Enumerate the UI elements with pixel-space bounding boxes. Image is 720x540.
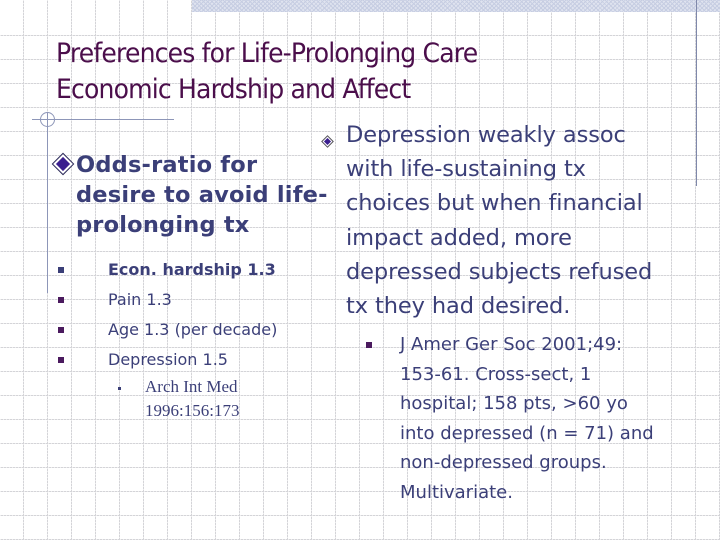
reference-line-1: J Amer Ger Soc 2001;49:: [400, 334, 623, 355]
odds-heading-line-3: prolonging tx: [76, 212, 250, 238]
list-item-econ-hardship: Econ. hardship 1.3: [58, 255, 277, 285]
rule-circle-ornament: [40, 112, 55, 127]
diamond-bullet-icon: [53, 154, 73, 174]
finding-line-1: Depression weakly assoc: [346, 122, 626, 148]
slide-title: Preferences for Life-Prolonging Care Eco…: [56, 36, 478, 108]
square-bullet-icon: [58, 327, 64, 333]
title-underline-rule: [32, 119, 174, 120]
finding-line-5: depressed subjects refused: [346, 258, 653, 285]
finding-text: Depression weakly assoc with life-sustai…: [346, 118, 706, 323]
list-item-label: Age 1.3 (per decade): [108, 320, 278, 339]
finding-line-3: choices but when financial: [346, 190, 643, 217]
list-item-label: Pain 1.3: [108, 290, 172, 309]
reference-line-6: Multivariate.: [400, 481, 513, 503]
finding-line-2: with life-sustaining tx: [346, 156, 586, 183]
right-reference: J Amer Ger Soc 2001;49: 153-61. Cross-se…: [366, 330, 654, 507]
dot-bullet-icon: [118, 387, 121, 390]
odds-ratio-section: Odds-ratio for desire to avoid life- pro…: [50, 150, 328, 240]
odds-heading-line-2: desire to avoid life-: [76, 182, 328, 208]
right-vertical-rule: [696, 0, 697, 186]
reference-line-3: hospital; 158 pts, >60 yo: [400, 393, 628, 414]
square-bullet-icon: [58, 267, 64, 273]
reference-line-4: into depressed (n = 71) and: [400, 422, 654, 444]
top-decorative-band: [192, 0, 720, 12]
list-item-label: Depression 1.5: [108, 350, 228, 369]
square-bullet-icon: [58, 357, 64, 363]
depression-finding: Depression weakly assoc with life-sustai…: [322, 118, 706, 323]
odds-ratio-list: Econ. hardship 1.3 Pain 1.3 Age 1.3 (per…: [58, 255, 277, 375]
finding-line-6: tx they had desired.: [346, 293, 571, 320]
finding-line-4: impact added, more: [346, 224, 572, 251]
slide-title-line-1: Preferences for Life-Prolonging Care: [56, 38, 478, 69]
square-bullet-icon: [58, 297, 64, 303]
left-vertical-rule: [47, 112, 48, 293]
square-bullet-icon: [366, 342, 372, 348]
left-citation: Arch Int Med 1996:156:173: [118, 375, 239, 423]
citation-line-2: 1996:156:173: [145, 401, 240, 420]
slide-title-line-2: Economic Hardship and Affect: [56, 74, 411, 105]
citation-line-1: Arch Int Med: [145, 377, 238, 396]
list-item-depression: Depression 1.5: [58, 345, 277, 375]
reference-line-2: 153-61. Cross-sect, 1: [400, 363, 592, 385]
list-item-pain: Pain 1.3: [58, 285, 277, 315]
list-item-label: Econ. hardship 1.3: [108, 260, 276, 279]
odds-heading-line-1: Odds-ratio for: [76, 152, 258, 178]
odds-ratio-heading: Odds-ratio for desire to avoid life- pro…: [50, 150, 328, 240]
list-item-age: Age 1.3 (per decade): [58, 315, 277, 345]
diamond-bullet-icon: [322, 136, 333, 147]
reference-line-5: non-depressed groups.: [400, 452, 607, 473]
